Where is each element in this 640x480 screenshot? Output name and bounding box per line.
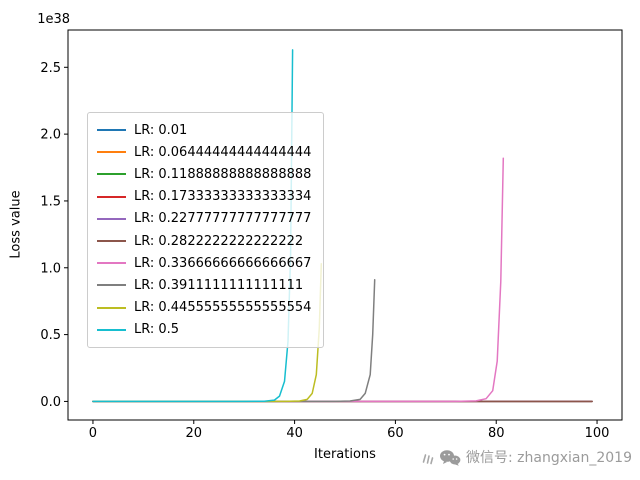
- series-line-7: [92, 279, 376, 403]
- legend: LR: 0.01 LR: 0.06444444444444444 LR: 0.118…: [87, 112, 325, 348]
- legend-item: LR: 0.5: [97, 322, 311, 337]
- legend-item: LR: 0.22777777777777777: [97, 211, 311, 226]
- legend-label: LR: 0.22777777777777777: [134, 211, 312, 227]
- legend-label: LR: 0.06444444444444444: [134, 144, 312, 160]
- legend-label: LR: 0.17333333333333334: [134, 189, 312, 205]
- legend-label: LR: 0.11888888888888888: [134, 166, 312, 182]
- x-tick-label: 100: [585, 426, 610, 441]
- legend-item: LR: 0.2822222222222222: [97, 234, 311, 249]
- x-tick-label: 20: [185, 426, 202, 441]
- y-tick-label: 2.0: [40, 128, 61, 143]
- legend-label: LR: 0.3911111111111111: [134, 277, 304, 293]
- y-tick-label: 2.5: [40, 61, 61, 76]
- legend-swatch: [97, 240, 126, 243]
- legend-item: LR: 0.17333333333333334: [97, 189, 311, 204]
- y-tick-label: 0.5: [40, 328, 61, 343]
- legend-swatch: [97, 262, 126, 265]
- x-axis-label: Iterations: [314, 447, 376, 462]
- legend-label: LR: 0.44555555555555554: [134, 300, 312, 316]
- legend-swatch: [97, 217, 126, 220]
- x-tick-label: 60: [387, 426, 404, 441]
- axes-spines: [67, 29, 623, 421]
- legend-swatch: [97, 328, 126, 331]
- legend-swatch: [97, 129, 126, 132]
- legend-item: LR: 0.01: [97, 123, 311, 138]
- legend-item: LR: 0.06444444444444444: [97, 145, 311, 160]
- y-tick-label: 0.0: [40, 395, 61, 410]
- legend-item: LR: 0.3911111111111111: [97, 278, 311, 293]
- y-tick-label: 1.0: [40, 261, 61, 276]
- legend-label: LR: 0.5: [134, 322, 180, 338]
- watermark-mark-icon: [422, 453, 434, 464]
- legend-label: LR: 0.01: [134, 122, 188, 138]
- series-line-6: [92, 157, 505, 403]
- legend-label: LR: 0.2822222222222222: [134, 233, 304, 249]
- x-tick-label: 40: [286, 426, 303, 441]
- legend-item: LR: 0.33666666666666667: [97, 256, 311, 271]
- y-tick-label: 1.5: [40, 194, 61, 209]
- legend-swatch: [97, 284, 126, 287]
- legend-label: LR: 0.33666666666666667: [134, 255, 312, 271]
- legend-item: LR: 0.44555555555555554: [97, 300, 311, 315]
- y-axis-label: Loss value: [8, 190, 24, 259]
- legend-swatch: [97, 195, 126, 198]
- watermark-text: 微信号: zhangxian_2019: [466, 450, 632, 466]
- y-axis-offset-label: 1e38: [37, 12, 70, 27]
- x-tick-label: 80: [488, 426, 505, 441]
- wechat-icon: [440, 449, 461, 466]
- x-tick-label: 0: [89, 426, 97, 441]
- legend-swatch: [97, 151, 126, 154]
- legend-swatch: [97, 173, 126, 176]
- watermark: 微信号: zhangxian_2019: [421, 447, 632, 467]
- legend-item: LR: 0.11888888888888888: [97, 167, 311, 182]
- legend-swatch: [97, 306, 126, 309]
